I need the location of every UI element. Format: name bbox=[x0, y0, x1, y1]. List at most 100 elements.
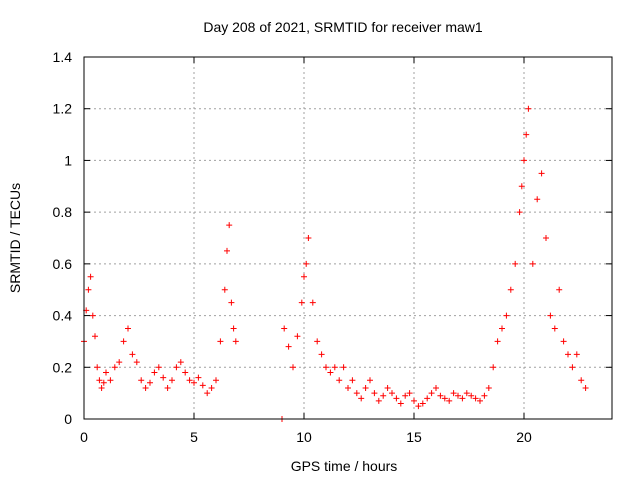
y-tick-label: 0.4 bbox=[53, 308, 73, 324]
data-point bbox=[371, 390, 378, 397]
data-point bbox=[518, 183, 525, 190]
chart-title: Day 208 of 2021, SRMTID for receiver maw… bbox=[203, 19, 483, 35]
data-point bbox=[217, 338, 224, 345]
data-point bbox=[353, 390, 360, 397]
x-tick-label: 0 bbox=[80, 429, 88, 445]
data-point bbox=[164, 384, 171, 391]
data-point bbox=[569, 364, 576, 371]
y-tick-label: 1.4 bbox=[53, 49, 73, 65]
data-point bbox=[397, 400, 404, 407]
data-point bbox=[182, 369, 189, 376]
data-point bbox=[389, 390, 395, 397]
data-point bbox=[89, 312, 96, 319]
data-point bbox=[169, 377, 175, 384]
data-point bbox=[481, 392, 488, 399]
data-point bbox=[92, 333, 98, 340]
data-point bbox=[116, 359, 123, 366]
data-point bbox=[96, 377, 103, 384]
y-axis-label: SRMTID / TECUs bbox=[7, 183, 23, 293]
data-point bbox=[525, 105, 532, 112]
data-point bbox=[349, 377, 356, 384]
data-point bbox=[516, 209, 523, 216]
data-point bbox=[224, 247, 230, 254]
data-point bbox=[433, 384, 439, 391]
data-point bbox=[367, 377, 373, 384]
data-point bbox=[314, 338, 321, 345]
data-point bbox=[446, 397, 453, 404]
data-point bbox=[133, 359, 140, 366]
data-point bbox=[213, 377, 219, 384]
data-point bbox=[318, 351, 325, 358]
data-point bbox=[323, 364, 329, 371]
data-point bbox=[186, 377, 193, 384]
data-point bbox=[195, 374, 202, 381]
data-point bbox=[415, 403, 422, 410]
data-point bbox=[111, 364, 118, 371]
data-point bbox=[208, 384, 215, 391]
x-tick-label: 5 bbox=[190, 429, 198, 445]
data-point bbox=[298, 299, 305, 306]
data-point bbox=[512, 260, 519, 267]
data-point bbox=[303, 260, 310, 267]
data-point bbox=[455, 392, 461, 399]
data-point bbox=[380, 392, 387, 399]
data-point bbox=[362, 384, 369, 391]
data-point bbox=[551, 325, 558, 332]
data-point bbox=[463, 390, 470, 397]
data-point bbox=[573, 351, 580, 358]
data-point bbox=[125, 325, 131, 332]
data-point bbox=[485, 384, 492, 391]
y-tick-label: 0.8 bbox=[53, 204, 73, 220]
x-tick-label: 10 bbox=[296, 429, 312, 445]
data-point bbox=[419, 400, 426, 407]
data-point bbox=[191, 379, 197, 386]
data-point bbox=[331, 364, 338, 371]
data-point bbox=[494, 338, 501, 345]
data-point bbox=[375, 397, 382, 404]
data-point bbox=[345, 384, 351, 391]
y-tick-label: 1 bbox=[64, 152, 72, 168]
data-point bbox=[100, 379, 107, 386]
data-point bbox=[538, 170, 545, 177]
y-tick-label: 0.6 bbox=[53, 256, 73, 272]
y-tick-label: 1.2 bbox=[53, 101, 73, 117]
data-point bbox=[358, 395, 365, 402]
plot-frame bbox=[83, 56, 613, 420]
data-point bbox=[459, 395, 466, 402]
data-point bbox=[120, 338, 127, 345]
data-point bbox=[285, 343, 292, 350]
data-point bbox=[336, 377, 343, 384]
data-point bbox=[503, 312, 510, 319]
data-point bbox=[424, 395, 431, 402]
data-point bbox=[177, 359, 184, 366]
axis-ticks: 0 0.2 0.4 0.6 0.8 1 1.2 1.4 0 5 10 15 20 bbox=[53, 49, 612, 445]
data-point bbox=[327, 369, 334, 376]
grid bbox=[84, 57, 612, 419]
data-point bbox=[521, 157, 527, 164]
data-point bbox=[230, 325, 237, 332]
data-point bbox=[160, 374, 167, 381]
data-point bbox=[173, 364, 180, 371]
data-point bbox=[85, 286, 92, 293]
data-point bbox=[204, 390, 211, 397]
data-point bbox=[129, 351, 136, 358]
data-point bbox=[441, 395, 448, 402]
data-point bbox=[578, 377, 585, 384]
data-point bbox=[290, 364, 296, 371]
data-point bbox=[499, 325, 505, 332]
data-points bbox=[81, 105, 589, 422]
data-point bbox=[147, 379, 153, 386]
y-tick-label: 0.2 bbox=[53, 359, 73, 375]
data-point bbox=[523, 131, 530, 138]
data-point bbox=[107, 377, 114, 384]
data-point bbox=[477, 397, 483, 404]
data-point bbox=[529, 260, 536, 267]
data-point bbox=[428, 390, 435, 397]
data-point bbox=[582, 384, 589, 391]
data-point bbox=[547, 312, 554, 319]
x-tick-label: 15 bbox=[406, 429, 422, 445]
data-point bbox=[221, 286, 228, 293]
data-point bbox=[384, 384, 391, 391]
data-point bbox=[103, 369, 109, 376]
data-point bbox=[468, 392, 475, 399]
